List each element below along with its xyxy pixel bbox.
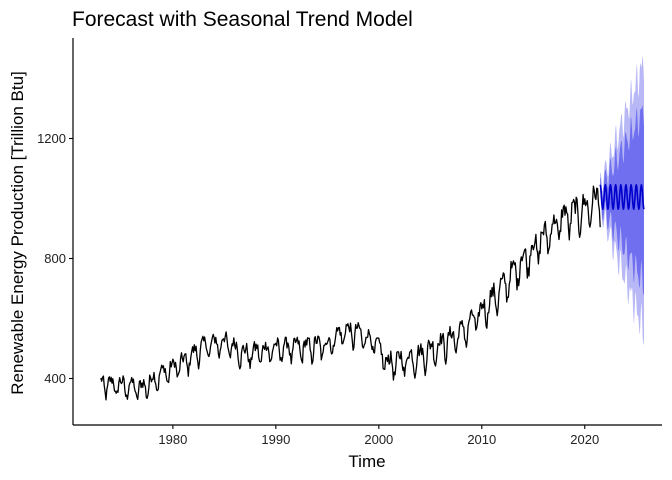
chart-title: Forecast with Seasonal Trend Model: [72, 8, 413, 31]
observed-series-line: [100, 185, 601, 401]
y-tick-label: 1200: [37, 131, 66, 146]
x-axis-title: Time: [348, 452, 385, 471]
y-tick-label: 400: [44, 371, 66, 386]
x-axis-ticks: 1980 1990 2000 2010 2020: [158, 425, 599, 447]
y-axis-title: Renewable Energy Production [Trillion Bt…: [8, 71, 27, 394]
plot-area: [100, 56, 645, 401]
y-tick-label: 800: [44, 251, 66, 266]
x-tick-label: 1980: [158, 432, 187, 447]
x-tick-label: 2020: [570, 432, 599, 447]
y-axis-ticks: 400 800 1200: [37, 131, 73, 386]
x-tick-label: 1990: [261, 432, 290, 447]
x-tick-label: 2000: [364, 432, 393, 447]
forecast-mean-line: [599, 184, 645, 210]
x-tick-label: 2010: [467, 432, 496, 447]
